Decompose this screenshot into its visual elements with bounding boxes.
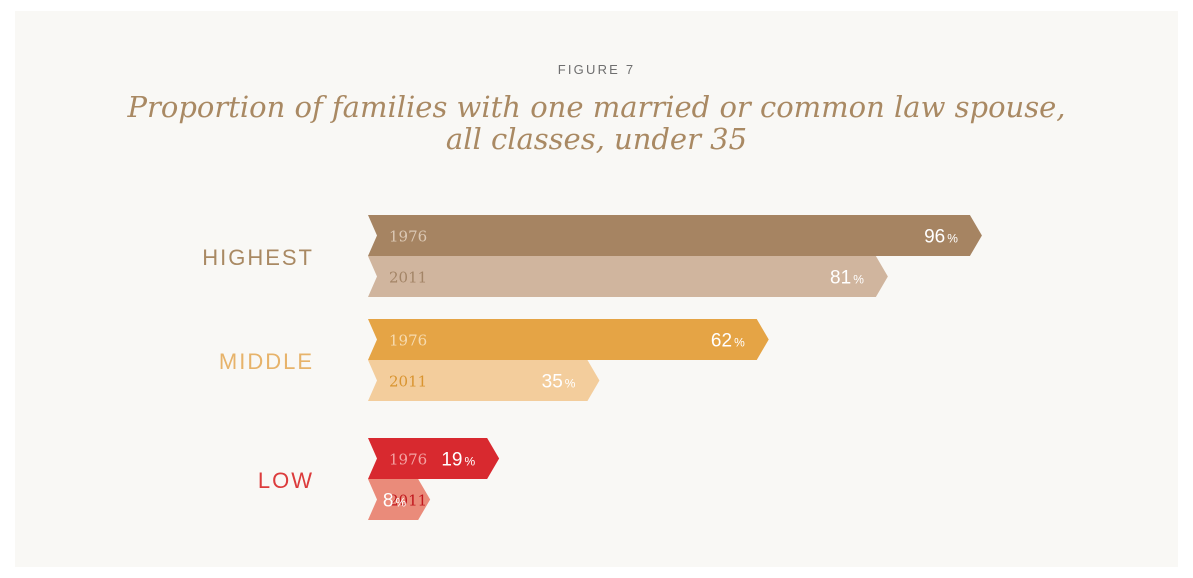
- value-number: 35: [542, 372, 563, 393]
- year-label-highest-1976: 1976: [389, 228, 427, 246]
- value-percent-sign: %: [734, 336, 745, 350]
- value-label-highest-2011: 81%: [830, 268, 864, 289]
- value-number: 8: [383, 491, 394, 512]
- bar-highest-1976: [368, 215, 982, 256]
- bar-highest-2011: [368, 256, 888, 297]
- year-label-middle-1976: 1976: [389, 332, 427, 350]
- bar-middle-2011: [368, 360, 600, 401]
- category-label-low: LOW: [258, 468, 314, 493]
- value-number: 62: [711, 331, 732, 352]
- year-label-low-2011: 2011: [389, 492, 427, 510]
- value-percent-sign: %: [853, 273, 864, 287]
- value-percent-sign: %: [464, 455, 475, 469]
- value-number: 96: [924, 227, 945, 248]
- value-label-low-1976: 19%: [441, 450, 475, 471]
- chart-title-line-2: all classes, under 35: [445, 122, 748, 156]
- value-label-middle-2011: 35%: [542, 372, 576, 393]
- value-label-middle-1976: 62%: [711, 331, 745, 352]
- value-percent-sign: %: [395, 496, 406, 510]
- value-label-low-2011: 8%: [383, 491, 407, 512]
- bar-low-1976: [368, 438, 500, 479]
- year-label-middle-2011: 2011: [389, 373, 427, 391]
- value-percent-sign: %: [565, 377, 576, 391]
- year-label-highest-2011: 2011: [389, 269, 427, 287]
- chart-title-line-1: Proportion of families with one married …: [127, 90, 1066, 124]
- year-label-low-1976: 1976: [389, 451, 427, 469]
- bar-low-2011: [368, 479, 431, 520]
- figure-number: FIGURE 7: [557, 62, 636, 77]
- value-number: 81: [830, 268, 851, 289]
- category-label-middle: MIDDLE: [219, 349, 314, 374]
- bar-middle-1976: [368, 319, 769, 360]
- value-percent-sign: %: [947, 232, 958, 246]
- value-number: 19: [441, 450, 462, 471]
- category-label-highest: HIGHEST: [202, 245, 314, 270]
- value-label-highest-1976: 96%: [924, 227, 958, 248]
- chart-title: Proportion of families with one married …: [15, 91, 1178, 155]
